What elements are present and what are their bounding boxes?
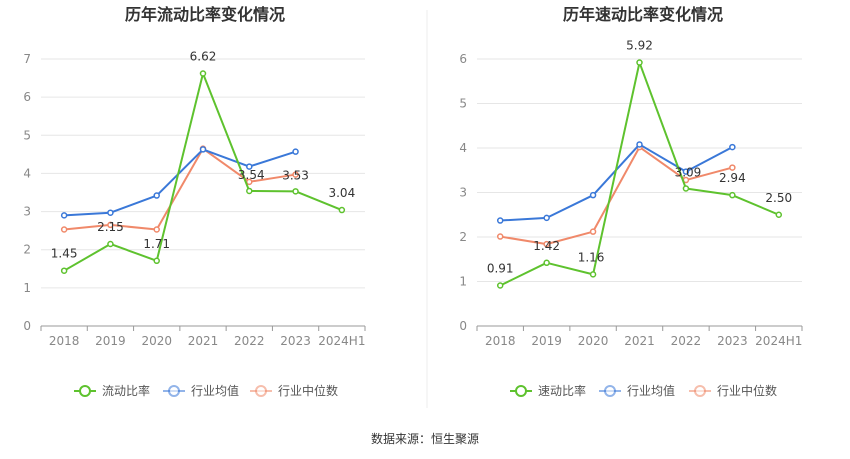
chart2-legend-marker-2[interactable] <box>604 385 616 397</box>
chart1-x-tick-label: 2022 <box>234 334 265 348</box>
chart2-legend-label-2[interactable]: 行业均值 <box>627 383 675 398</box>
chart1-y-tick-label: 1 <box>23 281 31 295</box>
chart2-series-1-point <box>496 282 504 289</box>
chart1-data-label: 3.53 <box>282 168 309 182</box>
chart1-y-tick-label: 2 <box>23 243 31 257</box>
chart1-x-tick-label: 2018 <box>49 334 80 348</box>
chart2-series-1-point <box>775 211 783 218</box>
chart2-x-tick-label: 2023 <box>717 334 748 348</box>
chart2-x-tick-label: 2022 <box>671 334 702 348</box>
chart2-series-3-point <box>729 164 736 171</box>
chart2-y-tick-label: 4 <box>459 141 467 155</box>
chart2-legend-label-1[interactable]: 速动比率 <box>538 383 586 398</box>
chart2-series-1-point <box>636 59 643 66</box>
data-source-note: 数据来源：恒生聚源 <box>371 431 479 446</box>
chart2-data-label: 3.09 <box>675 165 702 179</box>
chart1-data-label: 6.62 <box>190 49 217 63</box>
chart1-series-3-point <box>153 226 160 233</box>
chart1-legend-label-2[interactable]: 行业均值 <box>191 383 239 398</box>
chart2-series-1-point <box>543 259 550 267</box>
chart2-y-tick-label: 1 <box>459 275 467 289</box>
chart1-data-label: 2.15 <box>97 220 124 234</box>
chart2-legend-marker-3[interactable] <box>694 385 706 397</box>
chart2-data-label: 0.91 <box>487 262 514 276</box>
chart1-y-tick-label: 3 <box>23 205 31 219</box>
chart1-series-3-point <box>292 171 299 178</box>
chart2-series-2-point <box>682 168 690 175</box>
chart1-series-3-point <box>107 221 114 229</box>
chart2-series-line-2 <box>500 143 733 222</box>
chart1-y-tick-label: 0 <box>23 319 31 333</box>
chart1-series-2-point <box>153 192 160 199</box>
chart1-legend-marker-2[interactable] <box>168 385 180 397</box>
chart1-x-tick-label: 2020 <box>141 334 172 348</box>
chart2-series-2-point <box>729 143 736 151</box>
chart2-y-tick-label: 3 <box>459 186 467 200</box>
chart1-y-tick-label: 7 <box>23 52 31 66</box>
chart1-series-1-point <box>60 267 68 274</box>
chart1-legend-label-3[interactable]: 行业中位数 <box>278 383 338 398</box>
chart2-series-3-point <box>496 233 504 240</box>
chart2-data-label: 5.92 <box>626 39 653 53</box>
chart2-series-2-point <box>543 214 550 222</box>
chart2-series-1-point <box>589 271 597 278</box>
chart1-series-2-point <box>292 148 299 155</box>
chart1-data-label: 3.54 <box>238 168 265 182</box>
chart2-series-3-point <box>589 228 597 235</box>
chart1-series-2-point <box>107 209 114 216</box>
chart1-x-tick-label: 2019 <box>95 334 126 348</box>
chart2-data-label: 2.50 <box>765 191 792 205</box>
chart1-series-1-point <box>338 206 346 214</box>
chart1-x-tick-label: 2021 <box>188 334 219 348</box>
chart2-y-tick-label: 6 <box>459 52 467 66</box>
chart1-series-1-point <box>292 188 299 195</box>
chart1-series-3-point <box>60 226 68 233</box>
chart1-series-line-3 <box>64 147 296 231</box>
chart2-series-2-point <box>589 191 597 199</box>
chart2-series-2-point <box>496 217 504 224</box>
chart2-series-line-3 <box>500 146 733 246</box>
chart1-series-3-point <box>246 178 253 186</box>
chart1-data-label: 1.71 <box>143 237 170 251</box>
chart2-x-tick-label: 2024H1 <box>755 334 802 348</box>
chart2-y-tick-label: 5 <box>459 97 467 111</box>
chart1-legend-marker-1[interactable] <box>79 385 91 397</box>
chart2-data-label: 1.42 <box>533 239 560 253</box>
chart2-x-tick-label: 2020 <box>578 334 609 348</box>
chart1-series-1-point <box>153 257 160 265</box>
chart1-title: 历年流动比率变化情况 <box>125 5 285 24</box>
chart2-data-label: 1.16 <box>578 250 605 264</box>
chart1-legend-marker-3[interactable] <box>255 385 267 397</box>
chart1-series-1-point <box>199 70 207 77</box>
chart2-x-tick-label: 2021 <box>624 334 655 348</box>
chart2-series-1-point <box>729 191 736 199</box>
chart2-title: 历年速动比率变化情况 <box>563 5 723 24</box>
chart2-data-label: 2.94 <box>719 171 746 185</box>
chart1-series-1-point <box>107 240 114 248</box>
chart2-y-tick-label: 0 <box>459 319 467 333</box>
chart1-data-label: 1.45 <box>51 247 78 261</box>
chart1-data-label: 3.04 <box>328 186 355 200</box>
chart1-series-2-point <box>60 212 68 219</box>
chart2-legend-label-3[interactable]: 行业中位数 <box>717 383 777 398</box>
chart1-legend-label-1[interactable]: 流动比率 <box>102 383 150 398</box>
chart2-series-2-point <box>636 141 643 148</box>
chart2-series-3-point <box>543 240 550 248</box>
chart1-y-tick-label: 6 <box>23 90 31 104</box>
chart2-y-tick-label: 2 <box>459 230 467 244</box>
chart1-series-2-point <box>246 163 253 170</box>
chart2-x-tick-label: 2018 <box>485 334 516 348</box>
chart1-x-tick-label: 2023 <box>280 334 311 348</box>
chart1-x-tick-label: 2024H1 <box>318 334 365 348</box>
chart1-y-tick-label: 4 <box>23 166 31 180</box>
chart2-x-tick-label: 2019 <box>531 334 562 348</box>
chart1-series-1-point <box>246 187 253 195</box>
chart1-series-2-point <box>199 146 207 153</box>
chart1-series-line-2 <box>64 148 296 217</box>
chart2-series-1-point <box>682 185 690 192</box>
chart2-legend-marker-1[interactable] <box>515 385 527 397</box>
chart1-y-tick-label: 5 <box>23 128 31 142</box>
